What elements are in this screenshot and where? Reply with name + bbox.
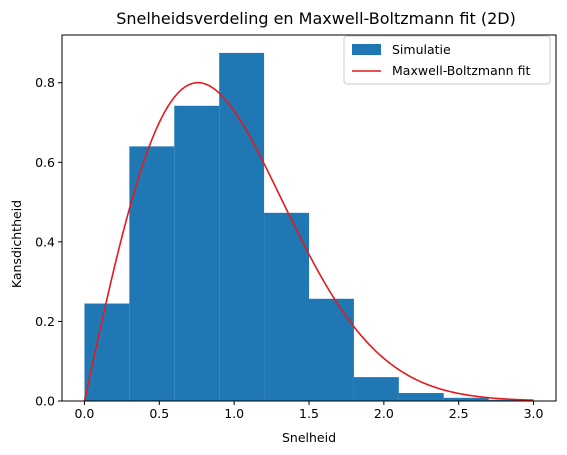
- legend: Simulatie Maxwell-Boltzmann fit: [343, 35, 551, 85]
- x-axis: 0.0 0.5 1.0 1.5 2.0 2.5 3.0: [75, 401, 544, 421]
- y-tick-label: 0.4: [35, 234, 55, 249]
- histogram-bar: [353, 377, 399, 401]
- histogram-bar: [129, 146, 175, 401]
- legend-box: [343, 35, 551, 85]
- x-tick-label: 1.0: [224, 406, 244, 421]
- y-tick-label: 0.8: [35, 75, 55, 90]
- y-tick-label: 0.6: [35, 155, 55, 170]
- y-axis: 0.0 0.2 0.4 0.6 0.8: [35, 75, 62, 409]
- x-tick-label: 2.5: [449, 406, 469, 421]
- fit-curve-line: [83, 81, 534, 402]
- y-tick-label: 0.2: [35, 314, 55, 329]
- x-tick-label: 1.5: [299, 406, 319, 421]
- legend-label-histogram: Simulatie: [392, 42, 451, 57]
- x-tick-label: 2.0: [374, 406, 394, 421]
- histogram-bar: [84, 303, 130, 401]
- y-axis-label: Kansdichtheid: [9, 200, 24, 288]
- x-tick-label: 3.0: [524, 406, 544, 421]
- histogram-bar: [264, 212, 309, 401]
- legend-label-fit: Maxwell-Boltzmann fit: [392, 63, 530, 78]
- x-tick-label: 0.0: [75, 406, 95, 421]
- histogram-bar: [488, 399, 534, 401]
- x-axis-label: Snelheid: [282, 430, 336, 445]
- histogram-bar: [219, 52, 265, 402]
- y-tick-label: 0.0: [35, 394, 55, 409]
- plot-area: [61, 34, 557, 402]
- histogram-bar: [174, 105, 220, 401]
- legend-swatch-histogram: [352, 44, 381, 55]
- histogram-bar: [443, 397, 489, 401]
- histogram-bar: [309, 298, 354, 401]
- chart-title: Snelheidsverdeling en Maxwell-Boltzmann …: [116, 9, 516, 28]
- x-tick-label: 0.5: [149, 406, 169, 421]
- histogram-bar: [398, 393, 444, 401]
